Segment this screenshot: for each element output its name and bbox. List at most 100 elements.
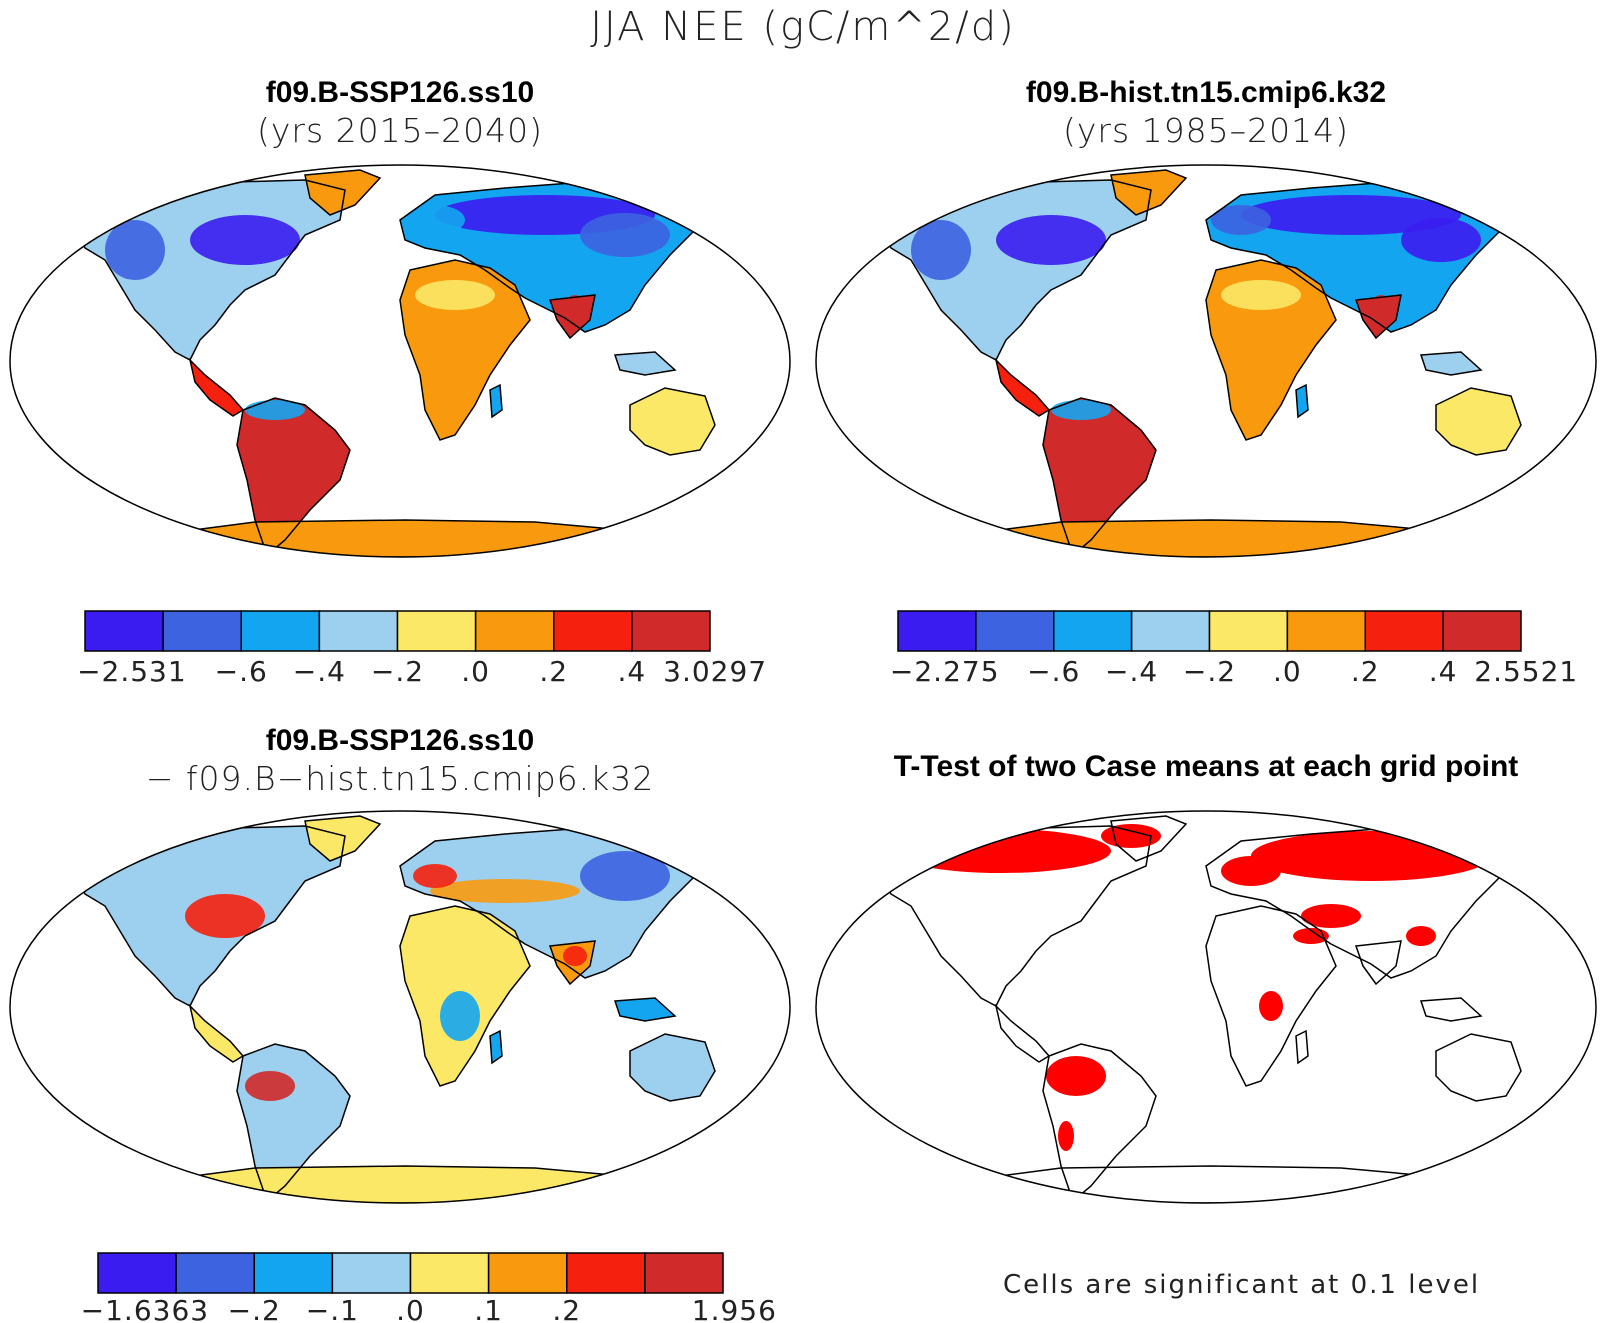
colorbar-tick-label: −.6 bbox=[1027, 655, 1080, 688]
colorbar-tick-label: −.2 bbox=[1183, 655, 1236, 688]
land-south-america bbox=[237, 398, 350, 555]
coastline-australia bbox=[1435, 1033, 1522, 1102]
colorbar-tick-label: −.6 bbox=[215, 655, 268, 688]
land-australia bbox=[630, 1034, 715, 1101]
land-australia bbox=[1436, 1034, 1521, 1101]
coastline-maritime-se-asia bbox=[613, 351, 677, 376]
coastline-central-america bbox=[188, 357, 245, 417]
panel-2-title-years: (yrs 1985–2014) bbox=[1063, 111, 1349, 150]
significance-note: Cells are significant at 0.1 level bbox=[1003, 1270, 1481, 1300]
significant-cells-central-asia bbox=[1301, 904, 1361, 928]
colorbar-tick-label: .2 bbox=[539, 655, 568, 688]
coastline-greenland bbox=[1110, 815, 1188, 862]
field-sa-north bbox=[1051, 400, 1111, 420]
colorbar-3: −1.6363 −.2 −.1 .0 .1 .2 1.956 bbox=[81, 1252, 776, 1323]
field-amazon bbox=[245, 1071, 295, 1101]
colorbar-swatch bbox=[175, 1252, 255, 1294]
field-europe bbox=[405, 205, 465, 235]
coastline-south-america bbox=[236, 1043, 351, 1203]
land-madagascar bbox=[490, 1031, 502, 1063]
coastline-maritime-se-asia bbox=[613, 997, 677, 1022]
coastline-south-america bbox=[1042, 397, 1157, 557]
coastline-maritime-se-asia bbox=[1419, 997, 1483, 1022]
figure-title: JJA NEE (gC/m^2/d) bbox=[590, 4, 1016, 50]
land-north-america bbox=[881, 826, 1151, 1006]
field-eurasia-north bbox=[1241, 195, 1461, 235]
panel-1-title: f09.B-SSP126.ss10 (yrs 2015–2040) bbox=[0, 74, 800, 150]
map-panel-3 bbox=[9, 810, 791, 1204]
coastline-greenland bbox=[304, 169, 382, 216]
field-india-core bbox=[563, 295, 587, 325]
significant-cells-africa-central bbox=[1259, 991, 1283, 1021]
field-siberia bbox=[580, 213, 670, 257]
significant-cells-middle-east bbox=[1293, 928, 1329, 944]
coastline-africa bbox=[1205, 905, 1337, 1087]
colorbar-tick-label: .0 bbox=[396, 1294, 425, 1323]
land-south-america bbox=[1043, 398, 1156, 555]
map-border bbox=[9, 164, 791, 558]
colorbar-swatch bbox=[1208, 610, 1289, 652]
significant-cells-andes bbox=[1058, 1121, 1074, 1151]
field-europe bbox=[413, 864, 457, 888]
field-sa-north bbox=[245, 400, 305, 420]
coastline-india bbox=[1354, 294, 1402, 340]
colorbar-swatch bbox=[1442, 610, 1522, 652]
colorbar-tick-label: −.1 bbox=[306, 1294, 359, 1323]
colorbar-tick-label: −1.6363 bbox=[81, 1294, 209, 1323]
colorbar-swatch bbox=[553, 610, 633, 652]
colorbar-swatch bbox=[487, 1252, 568, 1294]
colorbar-swatch bbox=[240, 610, 321, 652]
colorbar-tick-label: .4 bbox=[618, 655, 647, 688]
field-na-west bbox=[911, 220, 971, 280]
coastline-north-america bbox=[879, 825, 1152, 1008]
panel-4-title: T-Test of two Case means at each grid po… bbox=[806, 748, 1606, 786]
colorbar-swatch bbox=[975, 610, 1055, 652]
coastline-africa bbox=[399, 905, 531, 1087]
field-africa-central bbox=[440, 991, 480, 1041]
coastline-north-america bbox=[879, 179, 1152, 362]
colorbar-swatch bbox=[409, 1252, 490, 1294]
colorbar-tick-label: −.4 bbox=[1105, 655, 1158, 688]
field-na-east bbox=[190, 215, 300, 265]
colorbar-1: −2.531 −.6 −.4 −.2 .0 .2 .4 3.0297 bbox=[77, 610, 766, 688]
colorbar-swatch bbox=[897, 610, 977, 652]
colorbar-swatch bbox=[318, 610, 399, 652]
land-madagascar bbox=[490, 385, 502, 417]
colorbar-swatch bbox=[1286, 610, 1366, 652]
coastline-south-america bbox=[1042, 1043, 1157, 1203]
colorbar-tick-label: −.4 bbox=[293, 655, 346, 688]
land-greenland bbox=[305, 816, 380, 861]
significant-cells-europe bbox=[1221, 856, 1281, 886]
colorbar-swatch bbox=[1364, 610, 1444, 652]
colorbar-tick-label: 2.5521 bbox=[1474, 655, 1578, 688]
coastline-central-america bbox=[188, 1003, 245, 1063]
coastline-australia bbox=[1435, 387, 1522, 456]
coastline-madagascar bbox=[489, 383, 503, 419]
colorbar-tick-label: .1 bbox=[474, 1294, 503, 1323]
coastline-greenland bbox=[304, 815, 382, 862]
colorbar-tick-label: .2 bbox=[552, 1294, 581, 1323]
panel-1-title-case: f09.B-SSP126.ss10 bbox=[265, 76, 535, 109]
coastline-maritime-se-asia bbox=[1419, 351, 1483, 376]
field-na-west bbox=[105, 220, 165, 280]
map-border bbox=[9, 810, 791, 1204]
coastline-central-america bbox=[994, 357, 1051, 417]
colorbar-swatch bbox=[566, 1252, 646, 1294]
coastline-greenland bbox=[1110, 169, 1188, 216]
map-panel-2 bbox=[815, 164, 1597, 558]
field-india-core bbox=[1369, 295, 1393, 325]
coastline-madagascar bbox=[489, 1029, 503, 1065]
land-maritime-se-asia bbox=[615, 998, 675, 1021]
land-australia bbox=[630, 388, 715, 455]
land-madagascar bbox=[1296, 385, 1308, 417]
field-india-core bbox=[563, 946, 587, 966]
panel-4-title-text: T-Test of two Case means at each grid po… bbox=[893, 750, 1519, 783]
colorbar-tick-label: −.2 bbox=[371, 655, 424, 688]
significant-cells-amazon bbox=[1046, 1056, 1106, 1096]
panel-2-title-case: f09.B-hist.tn15.cmip6.k32 bbox=[1025, 76, 1387, 109]
coastline-north-america bbox=[73, 825, 346, 1008]
colorbar-swatch bbox=[396, 610, 477, 652]
field-eurasia-band bbox=[430, 879, 580, 903]
field-siberia bbox=[1401, 218, 1481, 262]
colorbar-tick-label: −2.275 bbox=[890, 655, 1000, 688]
